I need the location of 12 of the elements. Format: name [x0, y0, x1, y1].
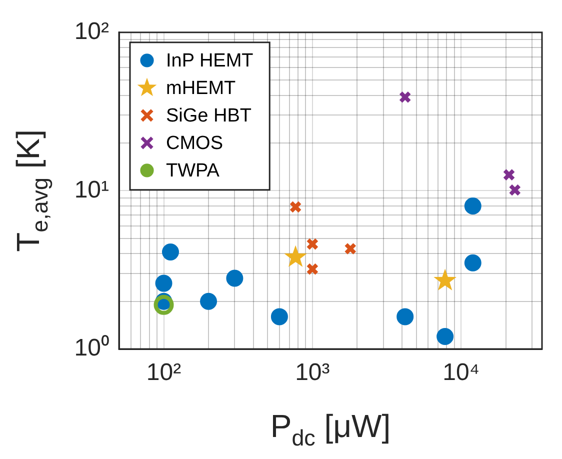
legend-label: SiGe HBT [166, 106, 252, 127]
y-tick-label: 10⁰ [74, 334, 109, 362]
legend-label: mHEMT [166, 78, 236, 100]
y-tick-label: 10¹ [74, 176, 110, 204]
x-tick-label: 10² [146, 359, 182, 386]
y-tick-label: 10² [74, 18, 110, 46]
legend-label: TWPA [166, 160, 220, 182]
legend-label: InP HEMT [166, 50, 254, 72]
x-tick-label: 10⁴ [442, 359, 480, 386]
y-axis-title: Te,avg [K] [10, 130, 52, 252]
x-tick-label: 10³ [295, 359, 330, 386]
legend-label: CMOS [166, 133, 223, 154]
